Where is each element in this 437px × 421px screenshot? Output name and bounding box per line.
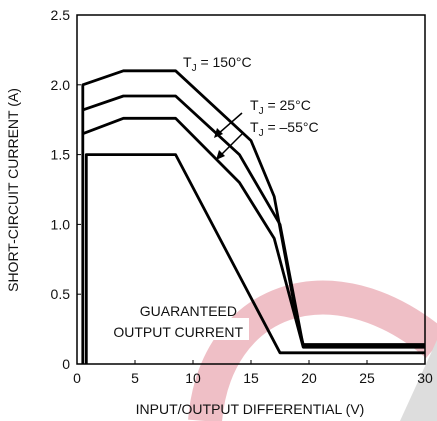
watermark (188, 280, 437, 421)
label-subscript: J (259, 106, 264, 117)
series-label: OUTPUT CURRENT (113, 324, 243, 340)
label-subscript: J (192, 63, 197, 74)
series-label: TJ = –55°C (250, 119, 319, 139)
x-tick-label: 25 (359, 370, 375, 386)
y-tick-label: 1.5 (51, 147, 71, 163)
x-tick-label: 30 (417, 370, 433, 386)
arrowhead (216, 150, 225, 160)
label-main: T (250, 119, 259, 135)
label-main: T (250, 97, 259, 113)
x-tick-label: 10 (185, 370, 201, 386)
arrow (217, 112, 243, 135)
x-tick-label: 15 (243, 370, 259, 386)
y-axis-label: SHORT-CIRCUIT CURRENT (A) (5, 88, 21, 292)
x-axis-label: INPUT/OUTPUT DIFFERENTIAL (V) (136, 401, 365, 417)
series-label: TJ = 25°C (250, 97, 311, 117)
label-main: T (183, 54, 192, 70)
y-tick-label: 1.0 (51, 216, 71, 232)
label-rest: = 25°C (264, 97, 311, 113)
y-tick-label: 0.5 (51, 286, 71, 302)
label-subscript: J (259, 128, 264, 139)
series-label: TJ = 150°C (183, 54, 252, 74)
series-line (82, 116, 425, 349)
arrow (219, 133, 243, 157)
x-tick-label: 0 (73, 370, 81, 386)
x-tick-label: 20 (301, 370, 317, 386)
x-tick-label: 5 (131, 370, 139, 386)
arrowhead (214, 128, 223, 138)
y-tick-label: 2.0 (51, 77, 71, 93)
label-rest: = 150°C (197, 54, 252, 70)
series-line (84, 153, 425, 364)
y-tick-label: 0 (62, 356, 70, 372)
label-background (103, 318, 249, 340)
series-label: GUARANTEED (140, 303, 237, 319)
y-tick-label: 2.5 (51, 7, 71, 23)
label-rest: = –55°C (264, 119, 319, 135)
watermark (400, 340, 437, 421)
